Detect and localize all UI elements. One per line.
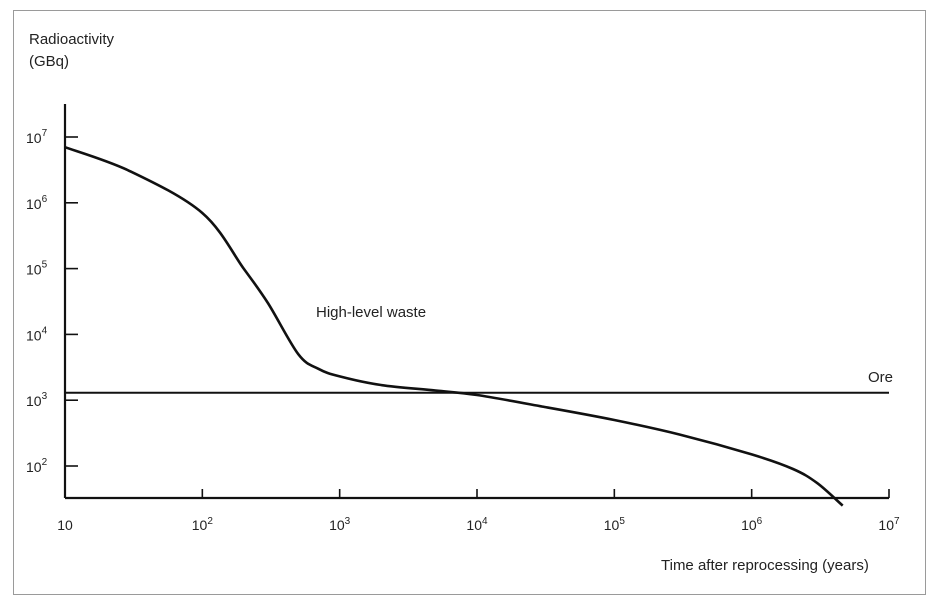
x-tick-label: 105 (604, 516, 626, 533)
y-tick-label: 103 (26, 391, 48, 409)
y-axis-label-line2: (GBq) (29, 53, 70, 70)
y-tick-label: 107 (26, 128, 48, 146)
x-tick-label: 10 (57, 517, 73, 533)
y-axis-label: Radioactivity (GBq) (29, 29, 114, 73)
x-tick-label: 102 (192, 516, 214, 533)
y-tick-label: 104 (26, 325, 48, 343)
x-axis-label: Time after reprocessing (years) (661, 557, 869, 574)
x-tick-label: 104 (466, 516, 488, 533)
x-tick-label: 106 (741, 516, 763, 533)
x-tick-label: 107 (878, 516, 900, 533)
series-high-level-waste-label: High-level waste (316, 304, 426, 321)
series-high-level-waste-line (64, 145, 844, 507)
x-tick-label: 103 (329, 516, 351, 533)
series-ore-label: Ore (868, 369, 893, 386)
y-tick-label: 102 (26, 457, 48, 475)
y-axis-label-line1: Radioactivity (29, 31, 115, 48)
y-tick-label: 106 (26, 194, 48, 212)
y-tick-label: 105 (26, 260, 48, 278)
